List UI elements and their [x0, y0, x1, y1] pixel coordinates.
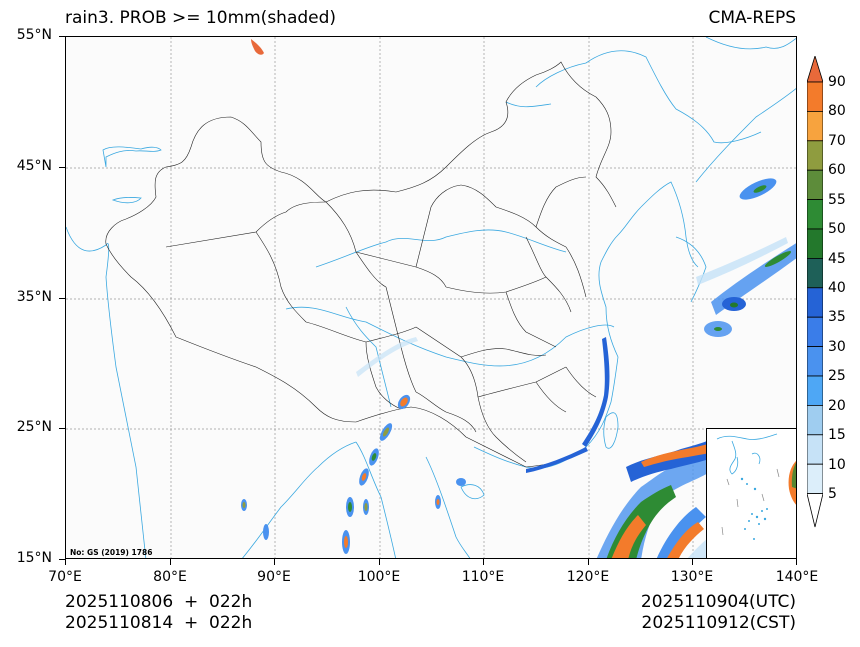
chart-title: rain3. PROB >= 10mm(shaded) — [65, 8, 337, 28]
x-tick — [379, 559, 380, 565]
x-tick — [692, 559, 693, 565]
init-time-block: 2025110806 + 022h 2025110814 + 022h — [65, 592, 252, 634]
colorbar-label: 5 — [828, 486, 837, 502]
precip-shading — [241, 39, 796, 558]
x-tick-label: 100°E — [357, 569, 401, 585]
x-tick — [796, 559, 797, 565]
colorbar-label: 15 — [828, 427, 846, 443]
x-tick — [170, 559, 171, 565]
colorbar-label: 30 — [828, 339, 846, 355]
colorbar-label: 40 — [828, 280, 846, 296]
x-tick-label: 140°E — [775, 569, 819, 585]
gridlines — [66, 37, 796, 558]
init-time-utc: 2025110806 + 022h — [65, 592, 253, 612]
x-tick-label: 120°E — [566, 569, 610, 585]
colorbar-label: 50 — [828, 221, 846, 237]
colorbar-label: 70 — [828, 133, 846, 149]
map-canvas — [66, 37, 796, 558]
colorbar-label: 10 — [828, 457, 846, 473]
colorbar-label: 80 — [828, 103, 846, 119]
init-time-cst: 2025110814 + 022h — [65, 613, 253, 633]
valid-time-block: 2025110904(UTC) 2025110912(CST) — [641, 592, 796, 634]
y-tick — [59, 167, 65, 168]
x-tick — [274, 559, 275, 565]
colorbar-label: 90 — [828, 74, 846, 90]
map-plot-area[interactable]: No: GS (2019) 1786 — [65, 36, 797, 559]
y-tick — [59, 559, 65, 560]
y-tick-label: 55°N — [16, 27, 52, 43]
y-tick-label: 25°N — [16, 419, 52, 435]
valid-time-utc: 2025110904(UTC) — [640, 592, 796, 612]
x-tick-label: 130°E — [670, 569, 714, 585]
y-tick-label: 35°N — [16, 289, 52, 305]
y-tick — [59, 36, 65, 37]
x-tick — [483, 559, 484, 565]
x-tick — [65, 559, 66, 565]
province-boundaries — [105, 61, 617, 468]
valid-time-cst: 2025110912(CST) — [641, 613, 796, 633]
y-tick-label: 15°N — [16, 550, 52, 566]
colorbar-label: 35 — [828, 309, 846, 325]
y-tick-label: 45°N — [16, 158, 52, 174]
inset-map — [716, 433, 796, 540]
colorbar-label: 45 — [828, 251, 846, 267]
y-tick — [59, 298, 65, 299]
model-name: CMA-REPS — [708, 8, 796, 28]
colorbar-label: 60 — [828, 162, 846, 178]
x-tick-label: 110°E — [461, 569, 505, 585]
x-tick-label: 70°E — [48, 569, 82, 585]
x-tick-label: 80°E — [153, 569, 187, 585]
map-approval-note: No: GS (2019) 1786 — [70, 548, 153, 557]
colorbar-label: 55 — [828, 192, 846, 208]
colorbar-label: 25 — [828, 368, 846, 384]
y-tick — [59, 428, 65, 429]
colorbar-label: 20 — [828, 398, 846, 414]
colorbar-bar — [807, 56, 823, 528]
x-tick — [588, 559, 589, 565]
x-tick-label: 90°E — [257, 569, 291, 585]
south-china-sea-inset — [706, 428, 797, 559]
